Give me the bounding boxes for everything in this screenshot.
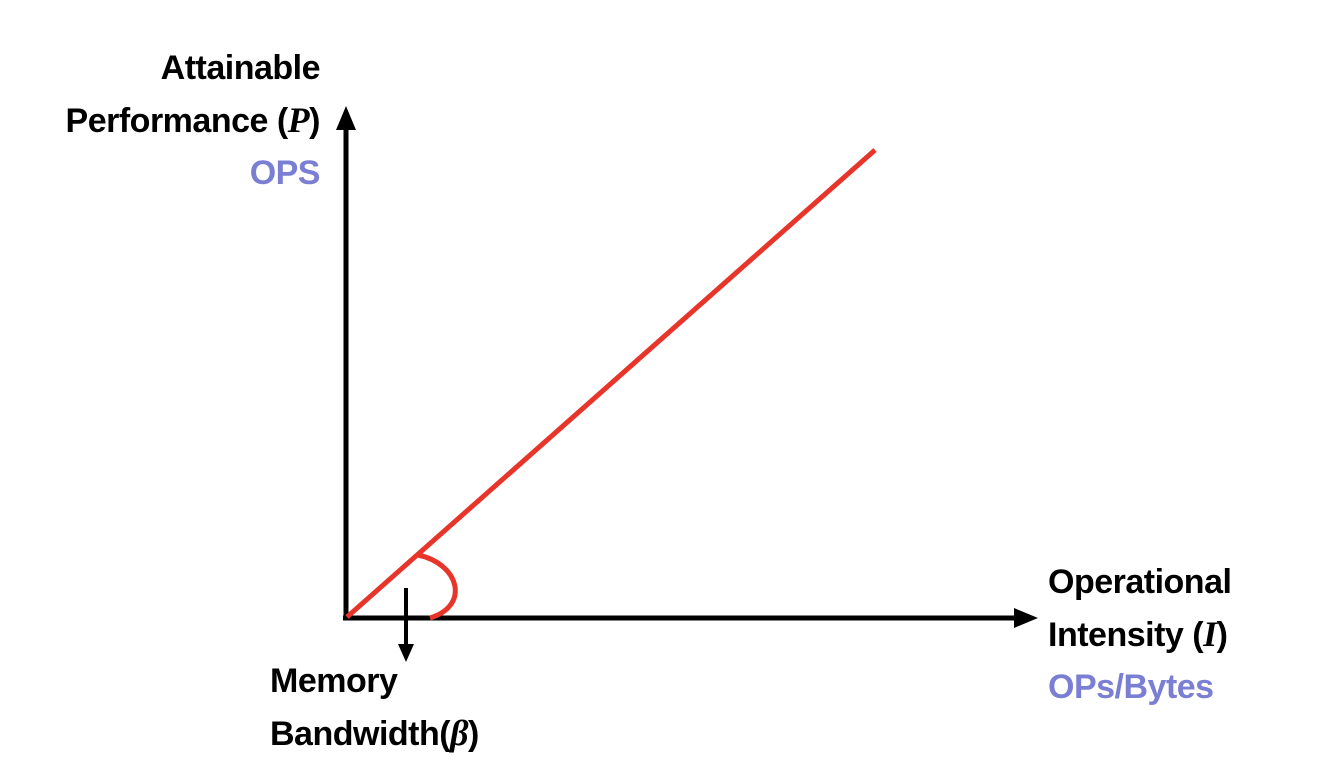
memory-bandwidth-line2: Bandwidth(β) bbox=[270, 707, 479, 760]
x-axis-arrowhead bbox=[1014, 608, 1038, 628]
x-axis-unit: OPs/Bytes bbox=[1048, 668, 1214, 706]
y-axis-label: Attainable Performance (P) OPS bbox=[65, 42, 321, 199]
x-axis-symbol: I bbox=[1203, 614, 1217, 654]
y-axis-label-text: Performance ( bbox=[65, 102, 289, 140]
y-axis-label-line1: Attainable bbox=[160, 49, 321, 87]
x-axis-label: Operational Intensity (I) OPs/Bytes bbox=[1048, 556, 1232, 713]
y-axis-label-line2: Performance (P) bbox=[65, 94, 321, 147]
y-axis-unit: OPS bbox=[249, 154, 321, 192]
memory-bandwidth-close-paren: ) bbox=[468, 715, 479, 753]
memory-bandwidth-pointer-arrowhead bbox=[398, 644, 414, 662]
x-axis-close-paren: ) bbox=[1216, 616, 1228, 654]
x-axis-label-line2: Intensity (I) bbox=[1048, 608, 1231, 661]
slope-angle-arc bbox=[417, 552, 458, 621]
memory-bandwidth-label: Memory Bandwidth(β) bbox=[270, 655, 479, 760]
roofline-slope-line bbox=[345, 148, 877, 619]
memory-bandwidth-line1: Memory bbox=[270, 662, 398, 700]
x-axis-label-line1: Operational bbox=[1048, 563, 1232, 601]
x-axis-label-text: Intensity ( bbox=[1048, 616, 1204, 654]
y-axis-close-paren: ) bbox=[309, 102, 320, 140]
beta-symbol: β bbox=[450, 713, 469, 753]
memory-bandwidth-text: Bandwidth( bbox=[270, 715, 451, 753]
y-axis-symbol: P bbox=[287, 100, 310, 140]
y-axis-arrowhead bbox=[336, 106, 356, 130]
